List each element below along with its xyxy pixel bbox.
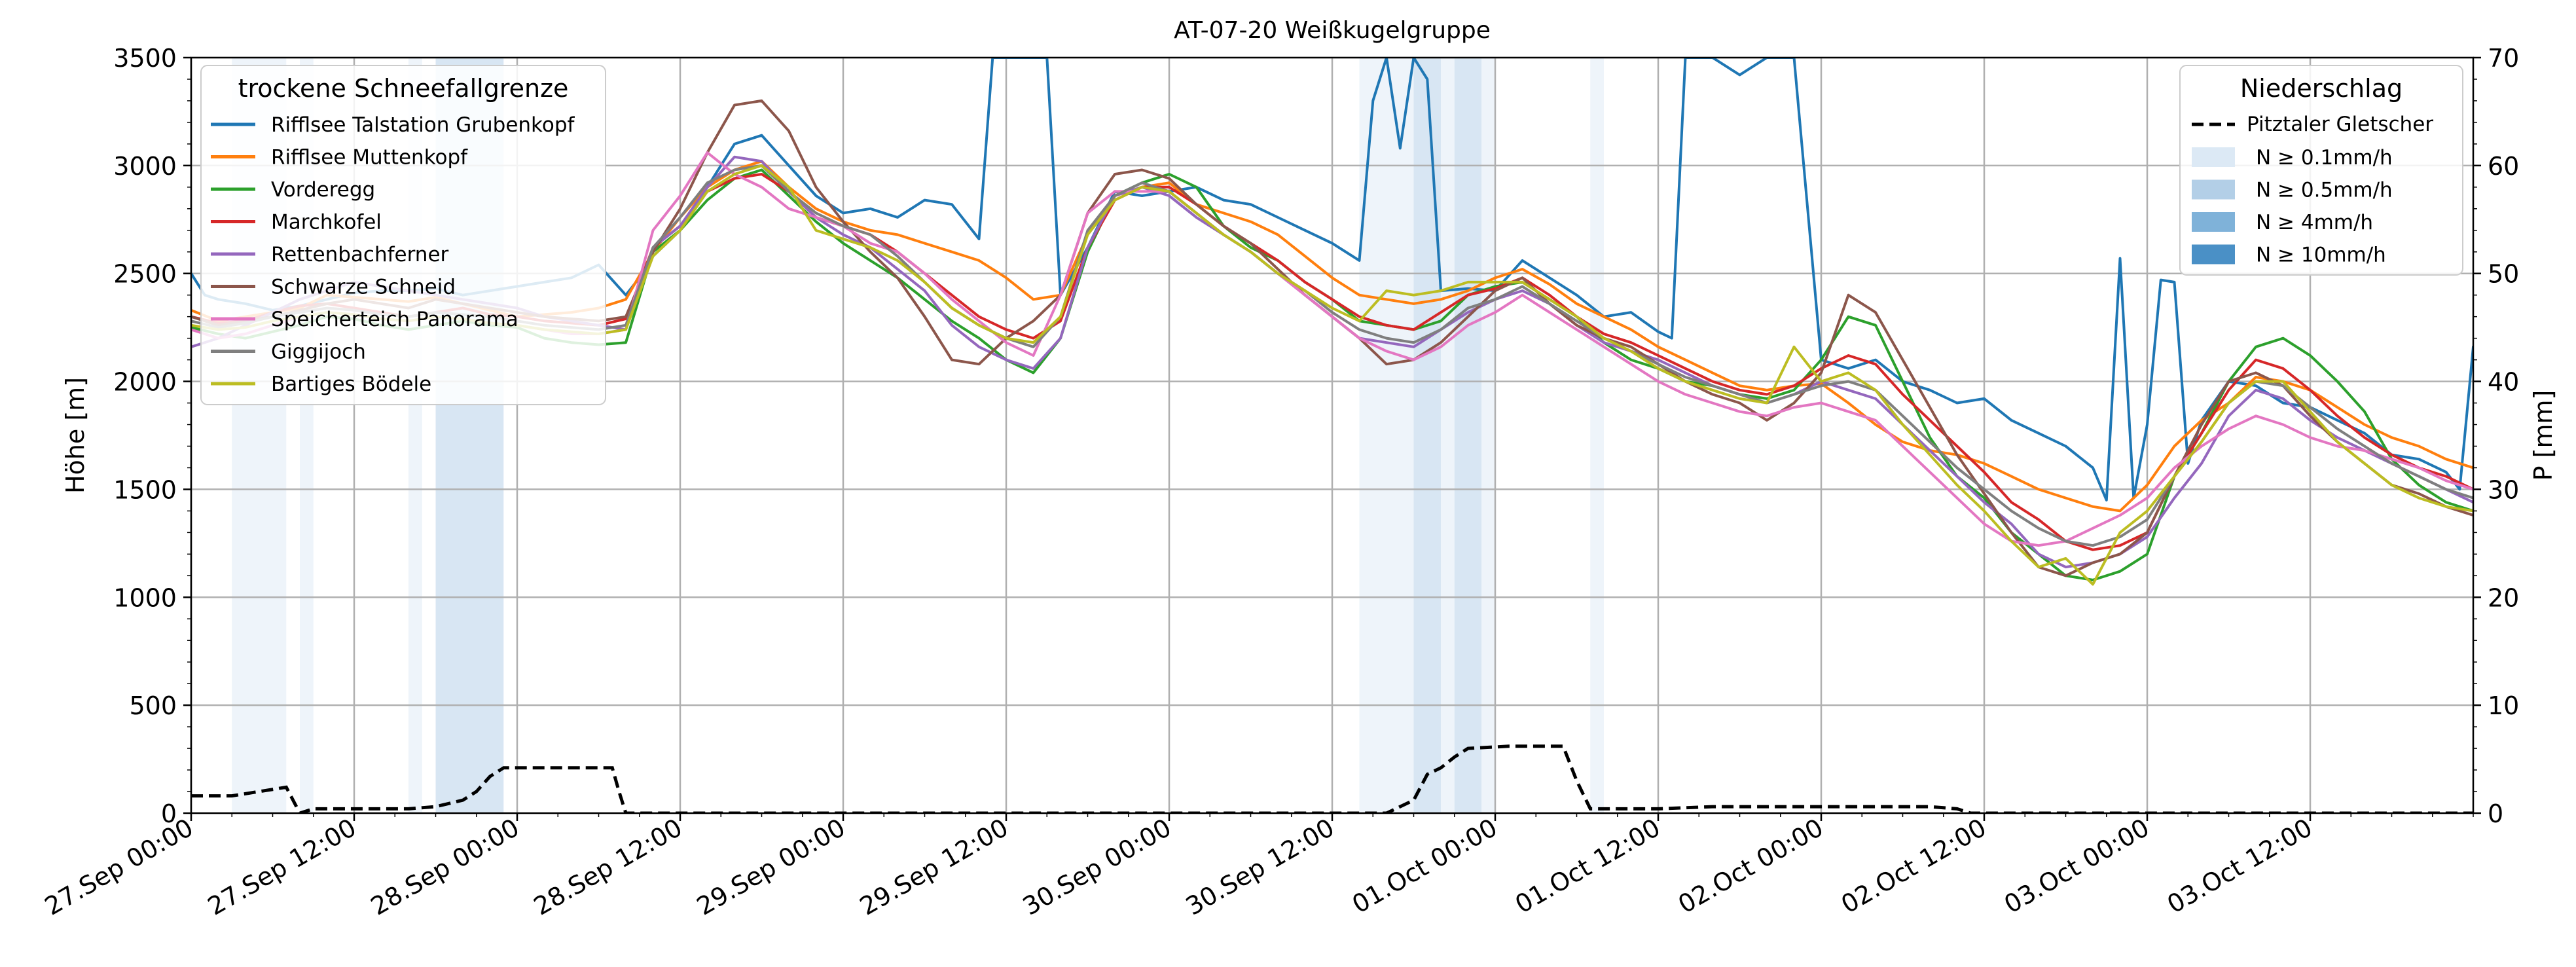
legend-label-speicherteich-panorama: Speicherteich Panorama bbox=[271, 308, 518, 331]
legend-band-swatch bbox=[2192, 244, 2235, 265]
legend-snowfall: trockene Schneefallgrenze Rifflsee Talst… bbox=[200, 65, 606, 405]
series-line-bartiges-bodele bbox=[191, 164, 2473, 586]
series-line-giggijoch bbox=[191, 164, 2473, 547]
legend-band-swatch bbox=[2192, 212, 2235, 232]
series-line-marchkofel bbox=[191, 173, 2473, 551]
y-tick-label-left: 0 bbox=[161, 799, 177, 828]
legend-precip: Niederschlag Pitztaler Gletscher N ≥ 0.1… bbox=[2179, 65, 2463, 276]
y-tick-label-right: 30 bbox=[2488, 475, 2519, 504]
legend-band-label: N ≥ 10mm/h bbox=[2256, 244, 2386, 267]
y-tick-label-left: 3000 bbox=[113, 152, 177, 181]
legend-snowfall-items: Rifflsee Talstation Grubenkopf Rifflsee M… bbox=[211, 113, 575, 396]
y-tick-label-left: 500 bbox=[129, 691, 177, 720]
legend-band-swatch bbox=[2192, 179, 2235, 200]
precip-band bbox=[1590, 58, 1604, 813]
legend-label-vorderegg: Vorderegg bbox=[271, 178, 375, 202]
y-tick-label-left: 3500 bbox=[113, 44, 177, 73]
y-tick-label-left: 1500 bbox=[113, 475, 177, 504]
series-line-vorderegg bbox=[191, 168, 2473, 581]
legend-label-giggijoch: Giggijoch bbox=[271, 340, 366, 364]
legend-snowfall-box bbox=[200, 65, 606, 405]
legend-band-label: N ≥ 0.1mm/h bbox=[2256, 146, 2393, 170]
y-tick-label-left: 2500 bbox=[113, 260, 177, 289]
y-tick-label-right: 40 bbox=[2488, 368, 2519, 397]
series-lines bbox=[191, 58, 2473, 586]
y-tick-label-right: 10 bbox=[2488, 691, 2519, 720]
legend-precip-box bbox=[2179, 65, 2463, 276]
legend-label-rettenbachferner: Rettenbachferner bbox=[271, 243, 449, 266]
legend-band-label: N ≥ 0.5mm/h bbox=[2256, 179, 2393, 202]
y-tick-label-right: 20 bbox=[2488, 583, 2519, 612]
precip-band bbox=[1441, 58, 1455, 813]
series-line-rifflsee-muttenkopf bbox=[191, 160, 2473, 513]
precip-band bbox=[1413, 58, 1441, 813]
legend-snowfall-title: trockene Schneefallgrenze bbox=[238, 74, 569, 103]
precip-band bbox=[1359, 58, 1414, 813]
y-axis-label-right: P [mm] bbox=[2529, 390, 2558, 481]
precip-line-pitztaler-gletscher bbox=[191, 744, 2473, 813]
y-tick-label-right: 60 bbox=[2488, 152, 2519, 181]
precip-line bbox=[191, 744, 2473, 813]
legend-precip-line-label: Pitztaler Gletscher bbox=[2247, 113, 2433, 136]
y-tick-label-right: 70 bbox=[2488, 44, 2519, 73]
precip-band bbox=[1481, 58, 1495, 813]
legend-label-rifflsee-talstation-grubenkopf: Rifflsee Talstation Grubenkopf bbox=[271, 113, 575, 137]
y-tick-label-right: 0 bbox=[2488, 799, 2503, 828]
legend-band-swatch bbox=[2192, 147, 2235, 167]
legend-band-label: N ≥ 4mm/h bbox=[2256, 211, 2373, 234]
legend-label-bartiges-bodele: Bartiges Bödele bbox=[271, 373, 431, 396]
legend-label-schwarze-schneid: Schwarze Schneid bbox=[271, 276, 456, 299]
y-tick-label-left: 2000 bbox=[113, 368, 177, 397]
y-tick-label-left: 1000 bbox=[113, 583, 177, 612]
legend-precip-bands: N ≥ 0.1mm/h N ≥ 0.5mm/h N ≥ 4mm/h N ≥ 10mm/… bbox=[2192, 146, 2393, 267]
y-tick-label-right: 50 bbox=[2488, 260, 2519, 289]
precip-band bbox=[1454, 58, 1482, 813]
legend-label-marchkofel: Marchkofel bbox=[271, 211, 382, 234]
y-axis-label-left: Höhe [m] bbox=[61, 377, 90, 494]
legend-label-rifflsee-muttenkopf: Rifflsee Muttenkopf bbox=[271, 146, 468, 170]
legend-precip-title: Niederschlag bbox=[2240, 74, 2403, 103]
chart-title: AT-07-20 Weißkugelgruppe bbox=[1174, 17, 1491, 44]
